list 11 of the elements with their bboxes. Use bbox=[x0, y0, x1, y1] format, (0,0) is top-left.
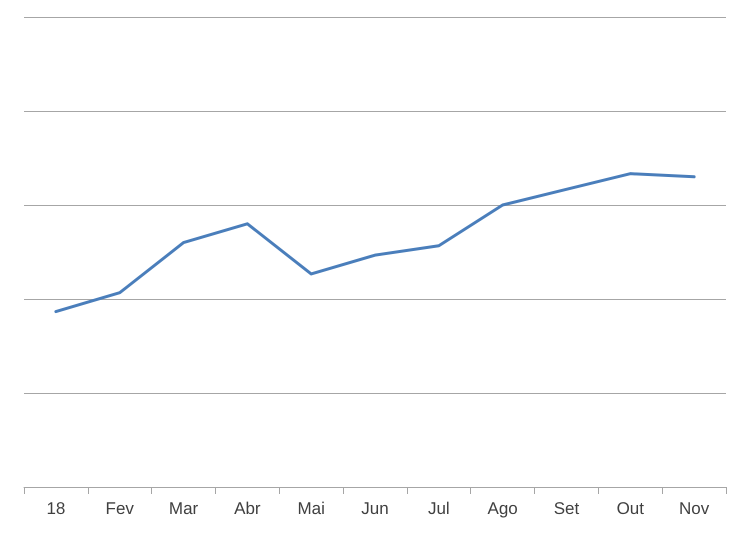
x-tick-label: Jun bbox=[361, 499, 389, 518]
x-tick-label: Set bbox=[554, 499, 580, 518]
x-tick-label: Mar bbox=[168, 499, 199, 518]
x-tick-label: 18 bbox=[46, 499, 66, 518]
x-tick-label: Jul bbox=[428, 499, 450, 518]
x-tick-label: Ago bbox=[488, 499, 518, 518]
x-tick-label: Nov bbox=[678, 499, 710, 518]
x-tick-label: Abr bbox=[234, 499, 261, 518]
x-tick-label: Fev bbox=[106, 499, 134, 518]
x-tick-label: Mai bbox=[297, 499, 325, 518]
x-tick-label: Out bbox=[616, 499, 644, 518]
